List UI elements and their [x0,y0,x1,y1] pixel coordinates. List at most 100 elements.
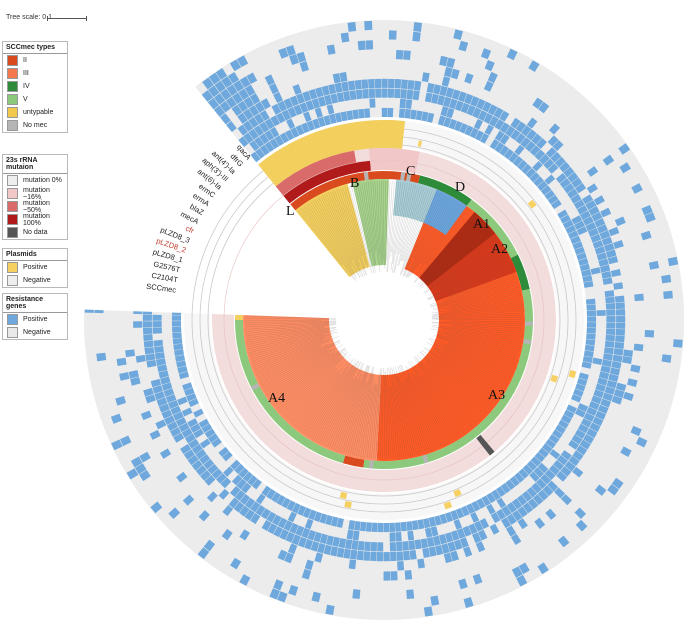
legend-scc-types: SCCmec types II III IV V untypable No me… [2,41,68,133]
resistance-gene-cell [516,574,528,587]
resistance-gene-cell [336,517,344,528]
resistance-gene-cell [381,88,388,98]
resistance-gene-cell [572,466,584,478]
resistance-gene-cell [96,352,107,362]
scc-no-mec [422,454,429,464]
resistance-gene-cell [464,125,474,136]
resistance-gene-cell [234,490,246,501]
tree-branch [429,252,506,295]
resistance-gene-cell [439,85,448,97]
resistance-gene-cell [229,59,242,72]
resistance-gene-cell [274,135,285,146]
resistance-gene-cell [387,88,395,98]
resistance-gene-cell [537,180,548,191]
rrna-mutation-50 [275,150,357,196]
resistance-gene-cell [576,226,588,236]
tree-branch [349,372,371,455]
resistance-gene-cell [277,517,288,529]
tree-branch [399,192,439,283]
tree-branch [414,347,488,414]
resistance-gene-cell [453,29,464,40]
scc-ring [342,455,365,468]
resistance-gene-cell [607,484,619,496]
tree-branch [385,371,389,459]
resistance-gene-cell [291,534,301,546]
tree-branch [245,323,344,332]
resistance-gene-cell [168,400,179,409]
resistance-gene-cell [501,505,512,517]
resistance-gene-cell [598,258,609,267]
tree-branch [423,373,467,433]
resistance-gene-cell [305,100,315,111]
tree-branch [387,389,392,459]
resistance-gene-cell [494,142,505,153]
resistance-gene-cell [450,510,459,521]
resistance-gene-cell [207,463,219,475]
tree-branch [431,354,497,402]
resistance-gene-cell [491,489,501,501]
tree-branch [425,262,511,302]
resistance-gene-cell [152,321,162,328]
tree-branch [426,362,483,419]
resistance-gene-cell [171,321,182,327]
resistance-gene-cell [522,502,534,514]
resistance-gene-cell [314,552,324,563]
resistance-gene-cell [525,141,536,152]
resistance-gene-cell [459,123,468,134]
tree-branch [264,341,349,392]
resistance-gene-cell [489,115,499,127]
resistance-gene-cell [537,489,549,501]
resistance-gene-cell [304,539,314,550]
resistance-gene-cell [387,107,394,118]
resistance-gene-cell [110,413,123,424]
tree-branch [250,335,330,358]
tree-branch [425,227,489,284]
resistance-gene-cell [273,579,284,591]
resistance-gene-cell [306,120,315,131]
resistance-gene-cell [511,566,523,578]
resistance-gene-cell [228,497,240,509]
resistance-gene-cell [548,434,560,444]
tree-branch [426,234,494,287]
resistance-gene-cell [221,528,233,541]
resistance-gene-cell [611,395,623,405]
resistance-gene-cell [604,290,615,298]
resistance-gene-cell [369,98,376,108]
tree-branch [398,359,432,451]
tree-branch [324,194,366,281]
resistance-gene-cell [284,552,294,564]
resistance-gene-cell [583,433,595,444]
plasmid-positive [453,489,462,498]
resistance-gene-cell [582,275,593,283]
resistance-gene-cell [328,83,337,95]
resistance-gene-cell [310,541,320,552]
legend-rrna-item: mutation 100% [3,213,67,227]
resistance-gene-cell [286,118,296,130]
legend-swatch [7,81,18,92]
tree-branch [329,369,363,448]
resistance-gene-cell [171,315,182,321]
resistance-gene-cell [614,295,625,303]
resistance-gene-cell [383,552,390,562]
legend-scc-title: SCCmec types [3,42,67,54]
resistance-gene-cell [576,445,588,456]
resistance-gene-cell [139,469,151,482]
resistance-gene-cell [557,535,570,548]
resistance-gene-cell [582,194,594,205]
tree-branch [313,367,357,440]
resistance-gene-cell [600,398,611,408]
tree-branch [444,278,517,302]
resistance-gene-cell [115,396,127,406]
tree-branch [326,193,360,267]
tree-branch [374,181,380,255]
tree-branch [442,321,523,325]
resistance-gene-cell [405,99,413,110]
resistance-gene-cell [534,517,546,529]
resistance-gene-cell [615,328,626,336]
resistance-gene-cell [606,315,616,323]
tree-branch [409,200,455,277]
resistance-gene-cell [203,459,215,470]
tree-branch [304,359,357,435]
resistance-gene-cell [437,95,446,106]
